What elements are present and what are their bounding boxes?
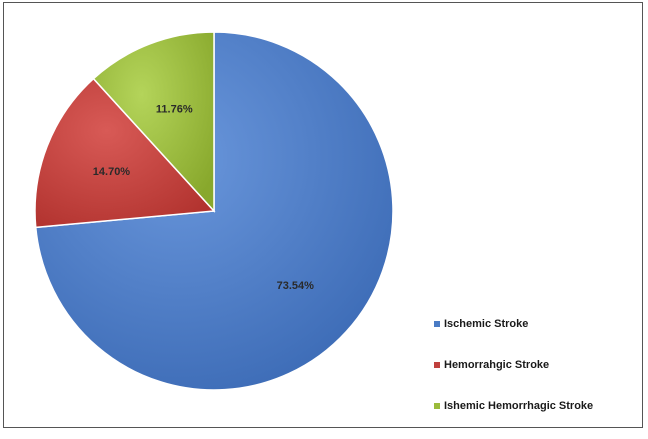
slice-label-ischemic: 73.54% bbox=[277, 280, 315, 292]
legend-swatch-ischemic-hemorrhagic bbox=[434, 403, 440, 409]
legend-label-ischemic: Ischemic Stroke bbox=[444, 318, 529, 330]
legend-item-ischemic: Ischemic Stroke bbox=[434, 316, 593, 332]
slice-label-hemorrhagic: 14.70% bbox=[93, 166, 131, 178]
chart-frame: 73.54% 14.70% 11.76% Ischemic Stroke Hemor… bbox=[3, 2, 643, 428]
slice-hemorrhagic bbox=[34, 77, 216, 229]
legend-label-hemorrhagic: Hemorrahgic Stroke bbox=[444, 359, 550, 371]
pie-chart: 73.54% 14.70% 11.76% bbox=[34, 31, 394, 391]
legend-swatch-hemorrhagic bbox=[434, 362, 440, 368]
slice-label-ischemic-hemorrhagic: 11.76% bbox=[156, 103, 193, 115]
slice-ischemic-hemorrhagic bbox=[92, 31, 215, 213]
legend-item-ischemic-hemorrhagic: Ishemic Hemorrhagic Stroke bbox=[434, 398, 593, 414]
legend: Ischemic Stroke Hemorrahgic Stroke Ishem… bbox=[434, 316, 593, 439]
legend-swatch-ischemic bbox=[434, 321, 440, 327]
legend-label-ischemic-hemorrhagic: Ishemic Hemorrhagic Stroke bbox=[444, 400, 594, 412]
legend-item-hemorrhagic: Hemorrahgic Stroke bbox=[434, 357, 593, 373]
